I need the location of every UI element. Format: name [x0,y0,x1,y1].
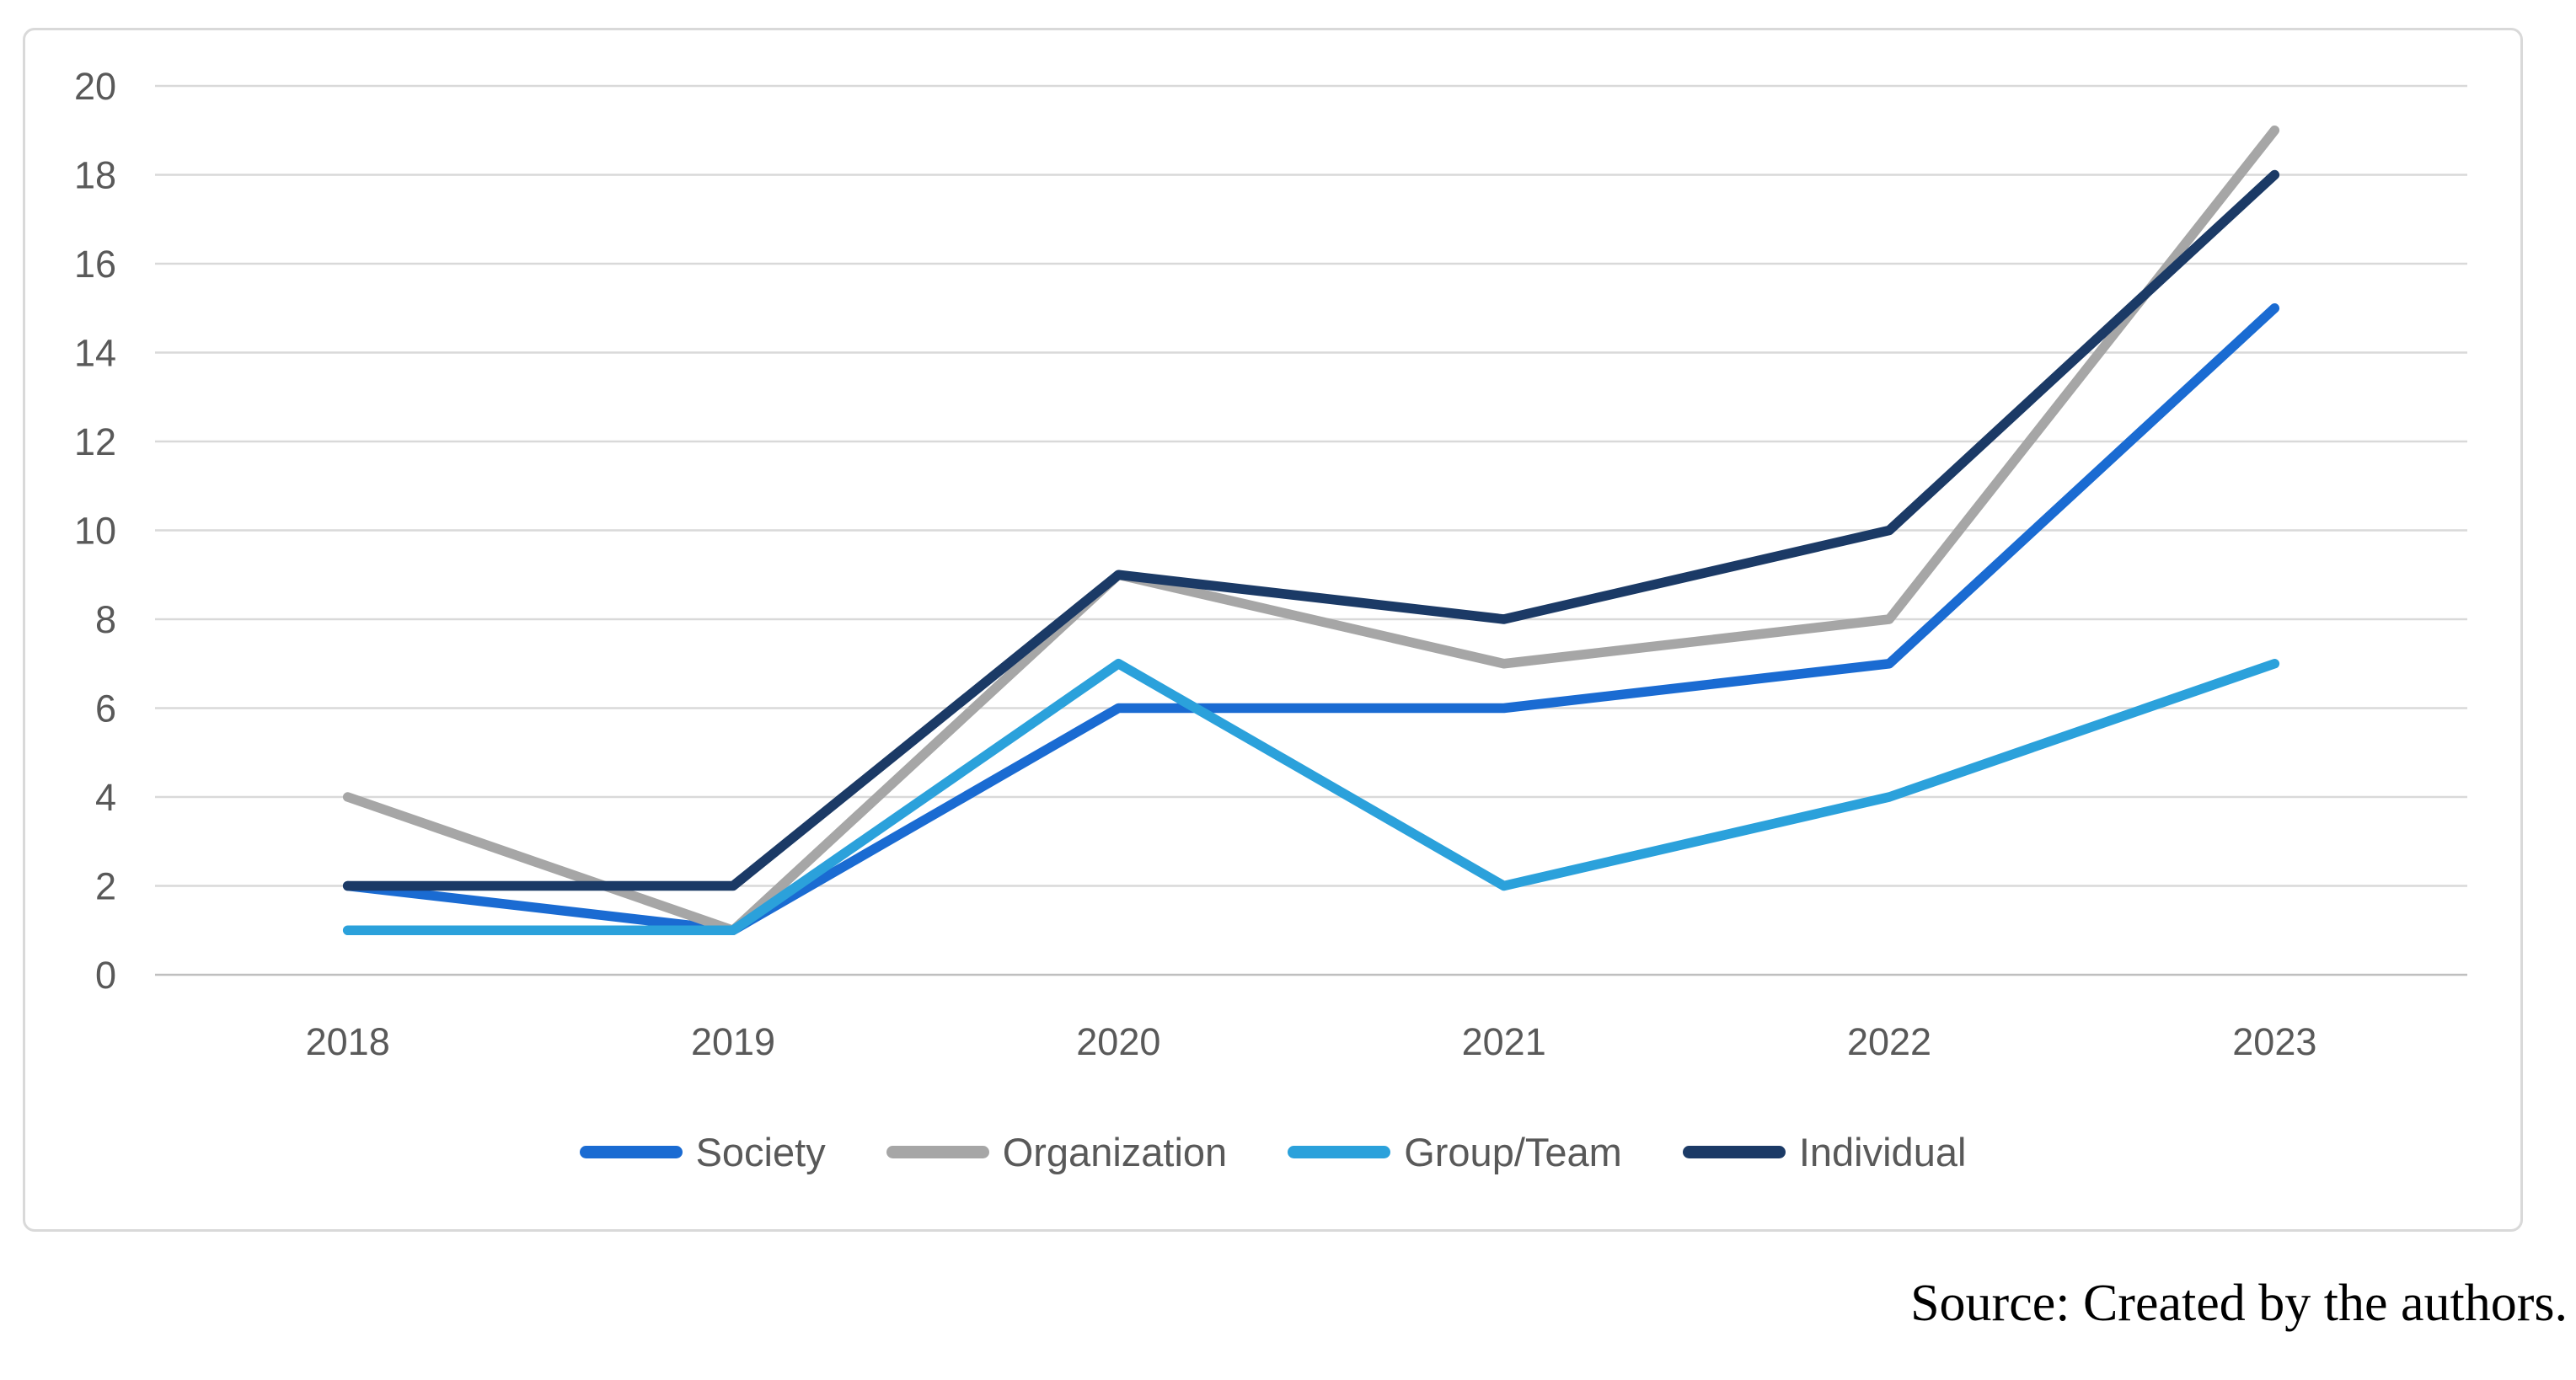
chart-frame [23,28,2523,1232]
legend-label: Individual [1798,1129,1967,1174]
legend-swatch-society [579,1145,683,1158]
legend-swatch-individual [1682,1145,1786,1158]
legend-swatch-organization [886,1145,989,1158]
legend: Society Organization Group/Team Individual [23,1122,2523,1181]
legend-item-group-team: Group/Team [1288,1132,1622,1172]
legend-item-organization: Organization [886,1129,1228,1174]
legend-item-individual: Individual [1682,1129,1967,1174]
legend-item-society: Society [579,1129,826,1174]
legend-swatch-group-team [1288,1145,1391,1158]
source-note: Source: Created by the authors. [1910,1275,2568,1332]
legend-label: Group/Team [1404,1129,1622,1174]
legend-label: Organization [1002,1129,1228,1174]
legend-label: Society [695,1129,826,1174]
